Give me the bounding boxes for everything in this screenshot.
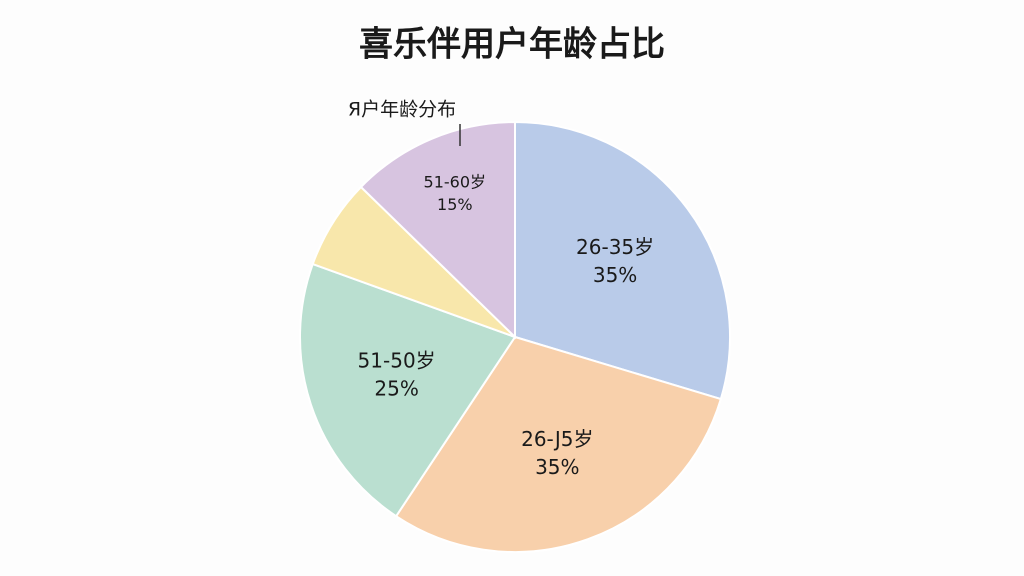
slice-category-label: 26-J5岁 bbox=[521, 427, 593, 451]
slice-category-label: 51-60岁 bbox=[424, 173, 487, 192]
slice-value-label: 35% bbox=[535, 455, 579, 479]
chart-title: 喜乐伴用户年龄占比 bbox=[359, 25, 665, 65]
pie-slice bbox=[394, 335, 723, 553]
slice-category-label: 51-50岁 bbox=[358, 349, 436, 373]
pie-slice bbox=[299, 262, 517, 518]
slice-category-label: 26-35岁 bbox=[576, 235, 654, 259]
pie-slice bbox=[359, 120, 516, 340]
annotation: Я户年龄分布 bbox=[348, 99, 456, 121]
slice-value-label: 25% bbox=[374, 377, 418, 401]
pie bbox=[299, 120, 731, 553]
slice-value-label: 15% bbox=[437, 195, 473, 214]
slice-value-label: 35% bbox=[593, 263, 637, 287]
pie-slice bbox=[514, 120, 731, 401]
